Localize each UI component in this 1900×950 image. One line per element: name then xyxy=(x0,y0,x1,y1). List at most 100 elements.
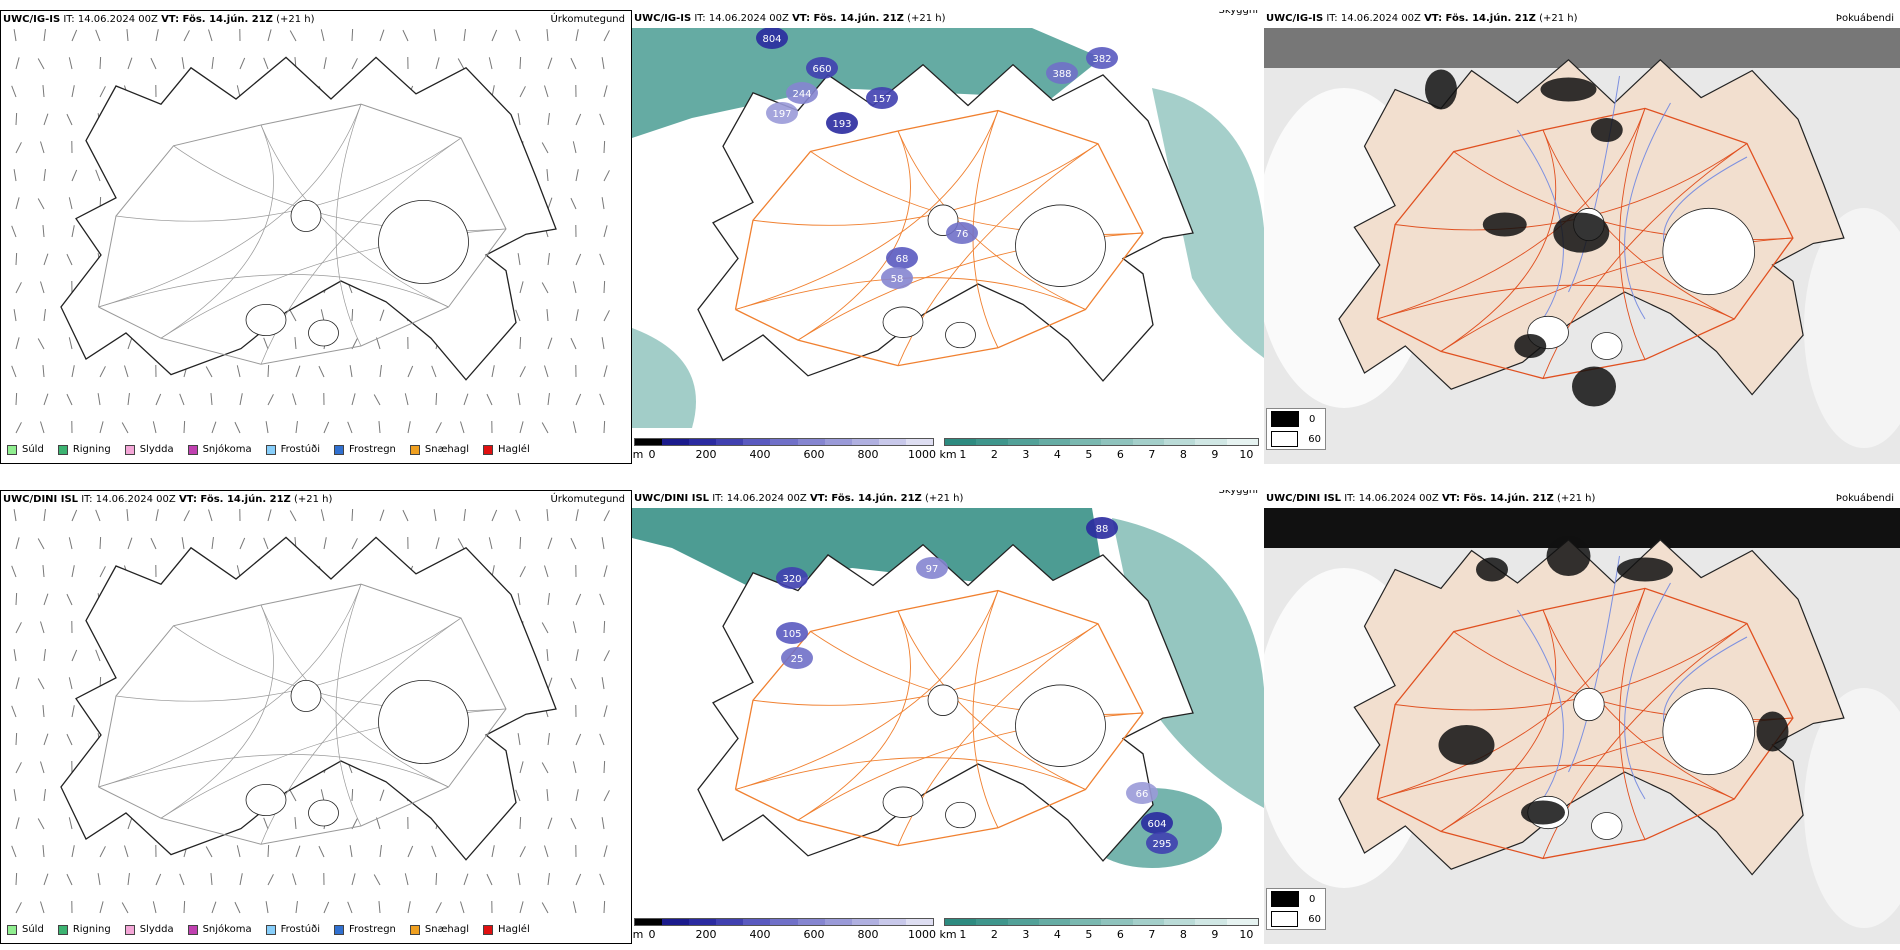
wind-barb xyxy=(491,29,498,42)
cloud-base-patch xyxy=(1086,517,1118,539)
wind-barb xyxy=(572,281,577,294)
wind-barb xyxy=(37,538,45,550)
wind-barb xyxy=(575,113,582,126)
wind-barb xyxy=(99,901,104,914)
legend-swatch xyxy=(483,444,494,455)
wind-barb xyxy=(37,58,45,70)
ring-road xyxy=(734,109,1144,367)
wind-barb xyxy=(152,421,157,434)
wind-barb xyxy=(40,901,45,914)
wind-barb xyxy=(599,253,605,266)
wind-barb xyxy=(15,872,18,886)
road xyxy=(735,590,999,790)
glacier xyxy=(378,199,469,284)
glacier xyxy=(882,306,924,338)
wind-barb xyxy=(71,169,78,182)
colorbar-tick-label: 6 xyxy=(1116,448,1124,461)
wind-barb xyxy=(435,902,442,914)
fog-legend-item: 60 xyxy=(1267,429,1325,449)
legend-label: Súld xyxy=(22,924,44,935)
legend-item: Frostregn xyxy=(334,444,396,455)
wind-barb xyxy=(376,337,381,350)
colorbar-tick-label: 3 xyxy=(1022,448,1030,461)
wind-barb xyxy=(150,537,157,550)
wind-barb xyxy=(211,901,217,914)
colorbar-tick-label: 8 xyxy=(1179,448,1187,461)
lead-time: (+21 h) xyxy=(907,13,946,24)
fog-high-area xyxy=(1540,77,1597,102)
legend-item: Snæhagl xyxy=(409,924,469,935)
colorbar-unit: km xyxy=(939,928,957,941)
wind-barb xyxy=(42,225,45,238)
wind-barb xyxy=(572,141,577,154)
wind-barb xyxy=(603,565,608,578)
wind-barb xyxy=(463,393,469,406)
panel-header: UWC/DINI ISL IT: 14.06.2024 00Z VT: Fös.… xyxy=(632,490,1264,508)
wind-barb xyxy=(575,169,579,182)
road xyxy=(1619,588,1646,840)
wind-barb xyxy=(15,762,22,774)
colorbar-tick-label: 5 xyxy=(1085,928,1093,941)
wind-barb xyxy=(575,789,579,802)
wind-barb xyxy=(267,364,270,378)
wind-barb xyxy=(15,677,20,690)
wind-barb xyxy=(99,846,106,858)
legend-item: Snjókoma xyxy=(187,444,252,455)
wind-barb xyxy=(13,309,17,322)
cloud-base-patch xyxy=(756,28,788,49)
wind-barb xyxy=(599,113,605,126)
panel-header: UWC/DINI ISL IT: 14.06.2024 00Z VT: Fös.… xyxy=(1264,490,1900,508)
legend-swatch xyxy=(124,924,135,935)
wind-barb xyxy=(40,621,45,634)
wind-barb xyxy=(407,845,414,858)
panel-header: UWC/DINI ISL IT: 14.06.2024 00Z VT: Fös.… xyxy=(1,491,631,509)
wind-barb xyxy=(15,197,20,210)
wind-barb xyxy=(95,169,101,182)
glacier xyxy=(1573,687,1605,722)
sea-fog-field xyxy=(1804,208,1900,448)
wind-barb xyxy=(71,845,75,858)
low-visibility-area xyxy=(632,508,1102,588)
colorbar-gradient xyxy=(634,438,934,446)
wind-barb xyxy=(66,733,73,746)
wind-barb xyxy=(519,421,524,434)
glacier xyxy=(245,303,287,336)
wind-barb xyxy=(546,169,549,182)
wind-barb xyxy=(42,705,45,718)
model-name: UWC/IG-IS xyxy=(3,14,61,25)
glacier xyxy=(1591,812,1623,840)
wind-barb xyxy=(486,873,493,886)
wind-barb xyxy=(71,649,78,662)
wind-barb xyxy=(15,142,22,154)
panel-header: UWC/IG-IS IT: 14.06.2024 00Z VT: Fös. 14… xyxy=(1,11,631,29)
colorbar-tick-label: 5 xyxy=(1085,448,1093,461)
wind-barb xyxy=(15,282,22,294)
wind-barb xyxy=(211,537,214,550)
cloud-base-patch xyxy=(881,267,913,289)
fog-legend-item: 0 xyxy=(1267,409,1325,429)
wind-barb xyxy=(519,901,524,914)
valid-time: VT: Fös. 14.jún. 21Z xyxy=(809,493,922,504)
wind-barb xyxy=(547,393,550,406)
lead-time: (+21 h) xyxy=(276,14,315,25)
legend-item: Snæhagl xyxy=(409,444,469,455)
wind-barb xyxy=(517,873,521,886)
fog-legend-swatch xyxy=(1271,911,1299,927)
cloud-base-patch xyxy=(781,647,813,669)
glacier xyxy=(1662,687,1756,776)
wind-barb xyxy=(517,393,521,406)
low-visibility-area xyxy=(632,28,1102,138)
wind-barb xyxy=(431,365,437,378)
low-visibility-area xyxy=(1152,88,1264,358)
wind-barb xyxy=(239,537,246,550)
wind-barb xyxy=(15,392,18,406)
legend-label: Frostregn xyxy=(349,924,396,935)
wind-barb xyxy=(208,509,213,522)
fog-high-area xyxy=(1590,118,1623,142)
colorbar-tick-label: 7 xyxy=(1148,448,1156,461)
cloud-base-value: 25 xyxy=(791,654,804,665)
wind-barb xyxy=(183,30,190,42)
colorbar-tick-label: 600 xyxy=(803,448,825,461)
init-time: IT: 14.06.2024 00Z xyxy=(694,13,789,24)
wind-barb xyxy=(349,365,353,378)
